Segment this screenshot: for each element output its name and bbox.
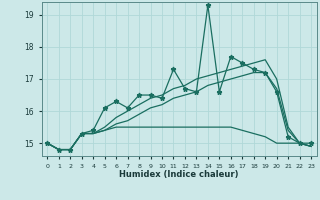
- X-axis label: Humidex (Indice chaleur): Humidex (Indice chaleur): [119, 170, 239, 179]
